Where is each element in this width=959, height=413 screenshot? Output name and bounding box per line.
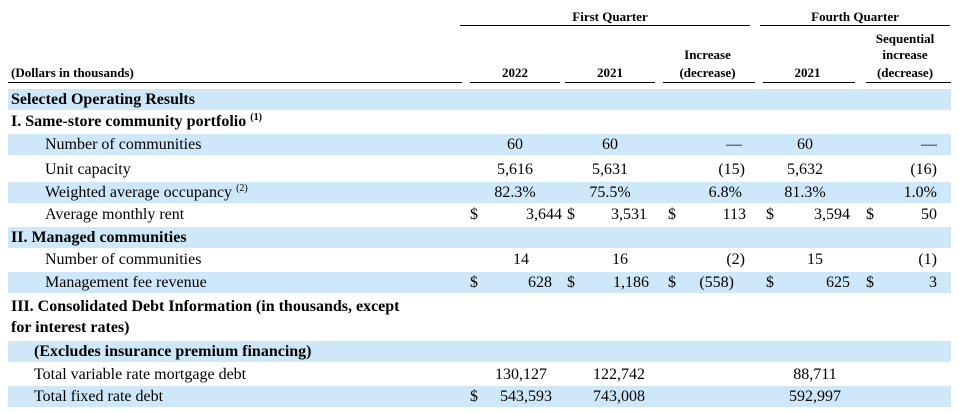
cell: 3	[929, 274, 937, 291]
dollars-in-thousands-label: (Dollars in thousands)	[11, 65, 134, 80]
currency-symbol: $	[567, 206, 575, 223]
col-seq-line1: Sequential	[875, 31, 935, 46]
row-label-average-monthly-rent: Average monthly rent	[45, 206, 185, 223]
cell: 543,593	[500, 388, 552, 405]
cell: 1,186	[613, 274, 649, 291]
section-excludes-insurance: (Excludes insurance premium financing)	[34, 343, 312, 360]
row-label-number-of-communities: Number of communities	[45, 136, 202, 153]
row-label-fixed-rate-debt: Total fixed rate debt	[34, 388, 164, 405]
header-rule	[470, 82, 560, 83]
cell: (2)	[726, 251, 745, 268]
cell: 88,711	[793, 366, 837, 383]
currency-symbol: $	[766, 274, 774, 291]
row-label-management-fee-revenue: Management fee revenue	[45, 274, 207, 291]
cell: 14	[513, 251, 529, 268]
cell: (1)	[918, 251, 937, 268]
cell: 130,127	[495, 366, 547, 383]
currency-symbol: $	[766, 206, 774, 223]
cell: 592,997	[789, 388, 841, 405]
row-band	[8, 386, 951, 407]
row-label-managed-number-of-communities: Number of communities	[45, 251, 202, 268]
section-selected-operating-results: Selected Operating Results	[11, 91, 195, 108]
currency-symbol: $	[668, 274, 676, 291]
row-band	[8, 134, 951, 155]
cell: 60	[507, 136, 523, 153]
section-managed-communities: II. Managed communities	[11, 229, 187, 246]
row-band	[8, 272, 951, 293]
row-band	[8, 89, 951, 110]
cell: 16	[612, 251, 628, 268]
cell: 3,594	[814, 206, 850, 223]
currency-symbol: $	[470, 206, 478, 223]
cell: 82.3%	[494, 184, 536, 201]
cell: 81.3%	[784, 184, 826, 201]
cell: —	[726, 136, 742, 153]
col-seq-line3: (decrease)	[876, 65, 934, 80]
currency-symbol: $	[668, 206, 676, 223]
col-increase-line1: Increase	[684, 47, 731, 62]
row-label-occupancy: Weighted average occupancy (2)	[45, 182, 248, 203]
row-band	[8, 227, 951, 248]
col-q4-2021: 2021	[794, 65, 821, 80]
header-rule	[866, 82, 951, 83]
cell: (15)	[718, 161, 745, 178]
cell: 3,644	[526, 206, 562, 223]
currency-symbol: $	[866, 274, 874, 291]
cell: 5,631	[592, 161, 628, 178]
header-rule	[8, 82, 462, 83]
col-increase-line2: (decrease)	[679, 65, 736, 80]
currency-symbol: $	[567, 274, 575, 291]
cell: 50	[921, 206, 937, 223]
fourth-quarter-rule	[760, 25, 950, 26]
col-2021: 2021	[597, 65, 623, 80]
cell: (558)	[699, 274, 734, 291]
header-rule	[663, 82, 755, 83]
cell: 628	[528, 274, 552, 291]
cell: 113	[722, 206, 746, 223]
row-label-unit-capacity: Unit capacity	[45, 161, 131, 178]
cell: (16)	[910, 161, 937, 178]
header-rule	[763, 82, 855, 83]
row-band	[8, 182, 951, 203]
section-debt-info-line1: III. Consolidated Debt Information (in t…	[11, 298, 400, 315]
section-debt-info-line2: for interest rates)	[11, 319, 130, 336]
first-quarter-rule	[460, 25, 750, 26]
currency-symbol: $	[866, 206, 874, 223]
cell: 60	[602, 136, 618, 153]
footnote-marker: (1)	[250, 112, 262, 123]
cell: 1.0%	[903, 184, 937, 201]
cell: 75.5%	[589, 184, 631, 201]
footnote-marker: (2)	[236, 183, 248, 194]
currency-symbol: $	[470, 388, 478, 405]
col-2022: 2022	[502, 65, 528, 80]
row-label-variable-rate-debt: Total variable rate mortgage debt	[34, 366, 247, 383]
header-rule	[565, 82, 655, 83]
occupancy-label: Weighted average occupancy	[45, 184, 233, 201]
section-same-store: I. Same-store community portfolio (1)	[11, 111, 262, 132]
cell: 6.8%	[708, 184, 742, 201]
section-same-store-label: I. Same-store community portfolio	[11, 113, 247, 130]
cell: 625	[826, 274, 850, 291]
row-band	[8, 341, 951, 362]
cell: 5,616	[497, 161, 533, 178]
header-first-quarter: First Quarter	[572, 9, 648, 24]
cell: 60	[797, 136, 813, 153]
cell: 122,742	[593, 366, 645, 383]
currency-symbol: $	[470, 274, 478, 291]
cell: 15	[807, 251, 823, 268]
cell: 3,531	[611, 206, 647, 223]
header-fourth-quarter: Fourth Quarter	[811, 9, 899, 24]
cell: 743,008	[593, 388, 645, 405]
cell: —	[921, 136, 937, 153]
cell: 5,632	[787, 161, 823, 178]
col-seq-line2: increase	[882, 47, 928, 62]
